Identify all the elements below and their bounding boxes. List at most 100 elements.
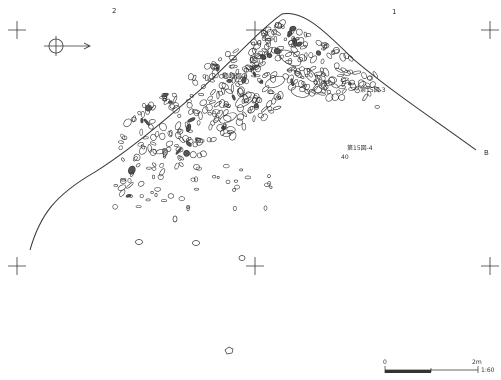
stone bbox=[252, 95, 258, 103]
stone bbox=[250, 38, 257, 46]
stone bbox=[350, 82, 356, 90]
stone bbox=[257, 50, 263, 57]
stone bbox=[241, 98, 245, 104]
stone bbox=[176, 128, 184, 135]
stone bbox=[264, 26, 272, 33]
stone bbox=[178, 136, 185, 144]
stone bbox=[187, 73, 194, 81]
stone bbox=[216, 124, 225, 132]
stone bbox=[152, 162, 157, 167]
stone bbox=[177, 113, 182, 118]
stone bbox=[222, 132, 232, 137]
stone bbox=[251, 41, 256, 46]
stone bbox=[210, 120, 216, 126]
stone bbox=[174, 121, 182, 131]
stone bbox=[361, 72, 367, 79]
stone bbox=[167, 100, 173, 104]
grid-cross-top-center bbox=[246, 21, 264, 39]
stone bbox=[267, 181, 272, 186]
stone bbox=[282, 73, 290, 80]
stone bbox=[129, 194, 133, 198]
stone-cluster bbox=[112, 19, 381, 212]
stone bbox=[291, 67, 297, 72]
stone bbox=[365, 82, 371, 88]
stone-slab bbox=[303, 68, 317, 82]
stone bbox=[308, 72, 313, 78]
stone bbox=[275, 95, 280, 99]
stone bbox=[189, 151, 197, 159]
stone bbox=[314, 86, 322, 94]
stone bbox=[241, 122, 247, 131]
stone bbox=[194, 187, 200, 191]
stone bbox=[150, 133, 157, 141]
stone bbox=[162, 92, 169, 98]
stone bbox=[336, 89, 341, 95]
stone bbox=[146, 166, 152, 170]
stone bbox=[145, 198, 151, 202]
stone bbox=[293, 51, 300, 58]
stone bbox=[309, 55, 318, 64]
stone bbox=[372, 71, 378, 78]
stone bbox=[239, 168, 244, 172]
stone bbox=[210, 89, 216, 96]
stone bbox=[159, 162, 165, 168]
stone bbox=[323, 85, 327, 91]
stone bbox=[291, 35, 296, 43]
stone bbox=[162, 152, 167, 158]
stone bbox=[226, 129, 234, 135]
stone bbox=[367, 75, 372, 81]
stone bbox=[212, 109, 221, 115]
stone bbox=[208, 78, 215, 83]
stone bbox=[169, 129, 173, 137]
stone bbox=[154, 187, 161, 192]
stone bbox=[287, 66, 297, 72]
stone bbox=[223, 115, 232, 122]
scale-zero-label: 0 bbox=[383, 359, 387, 366]
stone bbox=[308, 88, 316, 97]
stone bbox=[212, 175, 217, 179]
stone bbox=[230, 84, 234, 93]
stone bbox=[218, 82, 226, 90]
stone bbox=[245, 91, 252, 98]
stone bbox=[326, 52, 333, 59]
stone bbox=[320, 82, 329, 90]
stone bbox=[279, 54, 284, 59]
stone bbox=[320, 58, 325, 65]
stone bbox=[331, 49, 340, 54]
stone bbox=[264, 182, 271, 187]
scale-max-label: 2m bbox=[472, 359, 482, 366]
stone bbox=[163, 98, 170, 105]
stone bbox=[248, 109, 252, 114]
stone bbox=[154, 193, 158, 197]
stone bbox=[177, 128, 182, 133]
stone bbox=[159, 168, 166, 177]
figure-ref-label: 第15図-4 bbox=[347, 144, 373, 152]
stone bbox=[135, 163, 141, 168]
stone bbox=[204, 62, 211, 70]
stone bbox=[349, 79, 355, 86]
stone bbox=[295, 68, 301, 77]
stone bbox=[213, 100, 222, 108]
stone bbox=[357, 79, 365, 87]
stone bbox=[256, 97, 263, 103]
stone bbox=[112, 204, 118, 210]
stone bbox=[253, 56, 257, 62]
stone bbox=[229, 131, 237, 141]
stone bbox=[186, 99, 192, 103]
stone bbox=[234, 78, 242, 83]
stone bbox=[251, 74, 261, 78]
stone bbox=[239, 93, 245, 98]
stone bbox=[235, 82, 241, 87]
stone bbox=[305, 32, 312, 38]
stone bbox=[218, 57, 223, 62]
stone bbox=[175, 147, 182, 155]
stone bbox=[265, 38, 272, 44]
stone bbox=[226, 126, 236, 133]
stone bbox=[139, 128, 144, 136]
stone bbox=[161, 199, 168, 203]
stone bbox=[285, 52, 293, 57]
stone bbox=[148, 123, 154, 130]
isolated-stones bbox=[135, 215, 246, 355]
stone bbox=[171, 92, 177, 98]
stone bbox=[224, 103, 230, 109]
